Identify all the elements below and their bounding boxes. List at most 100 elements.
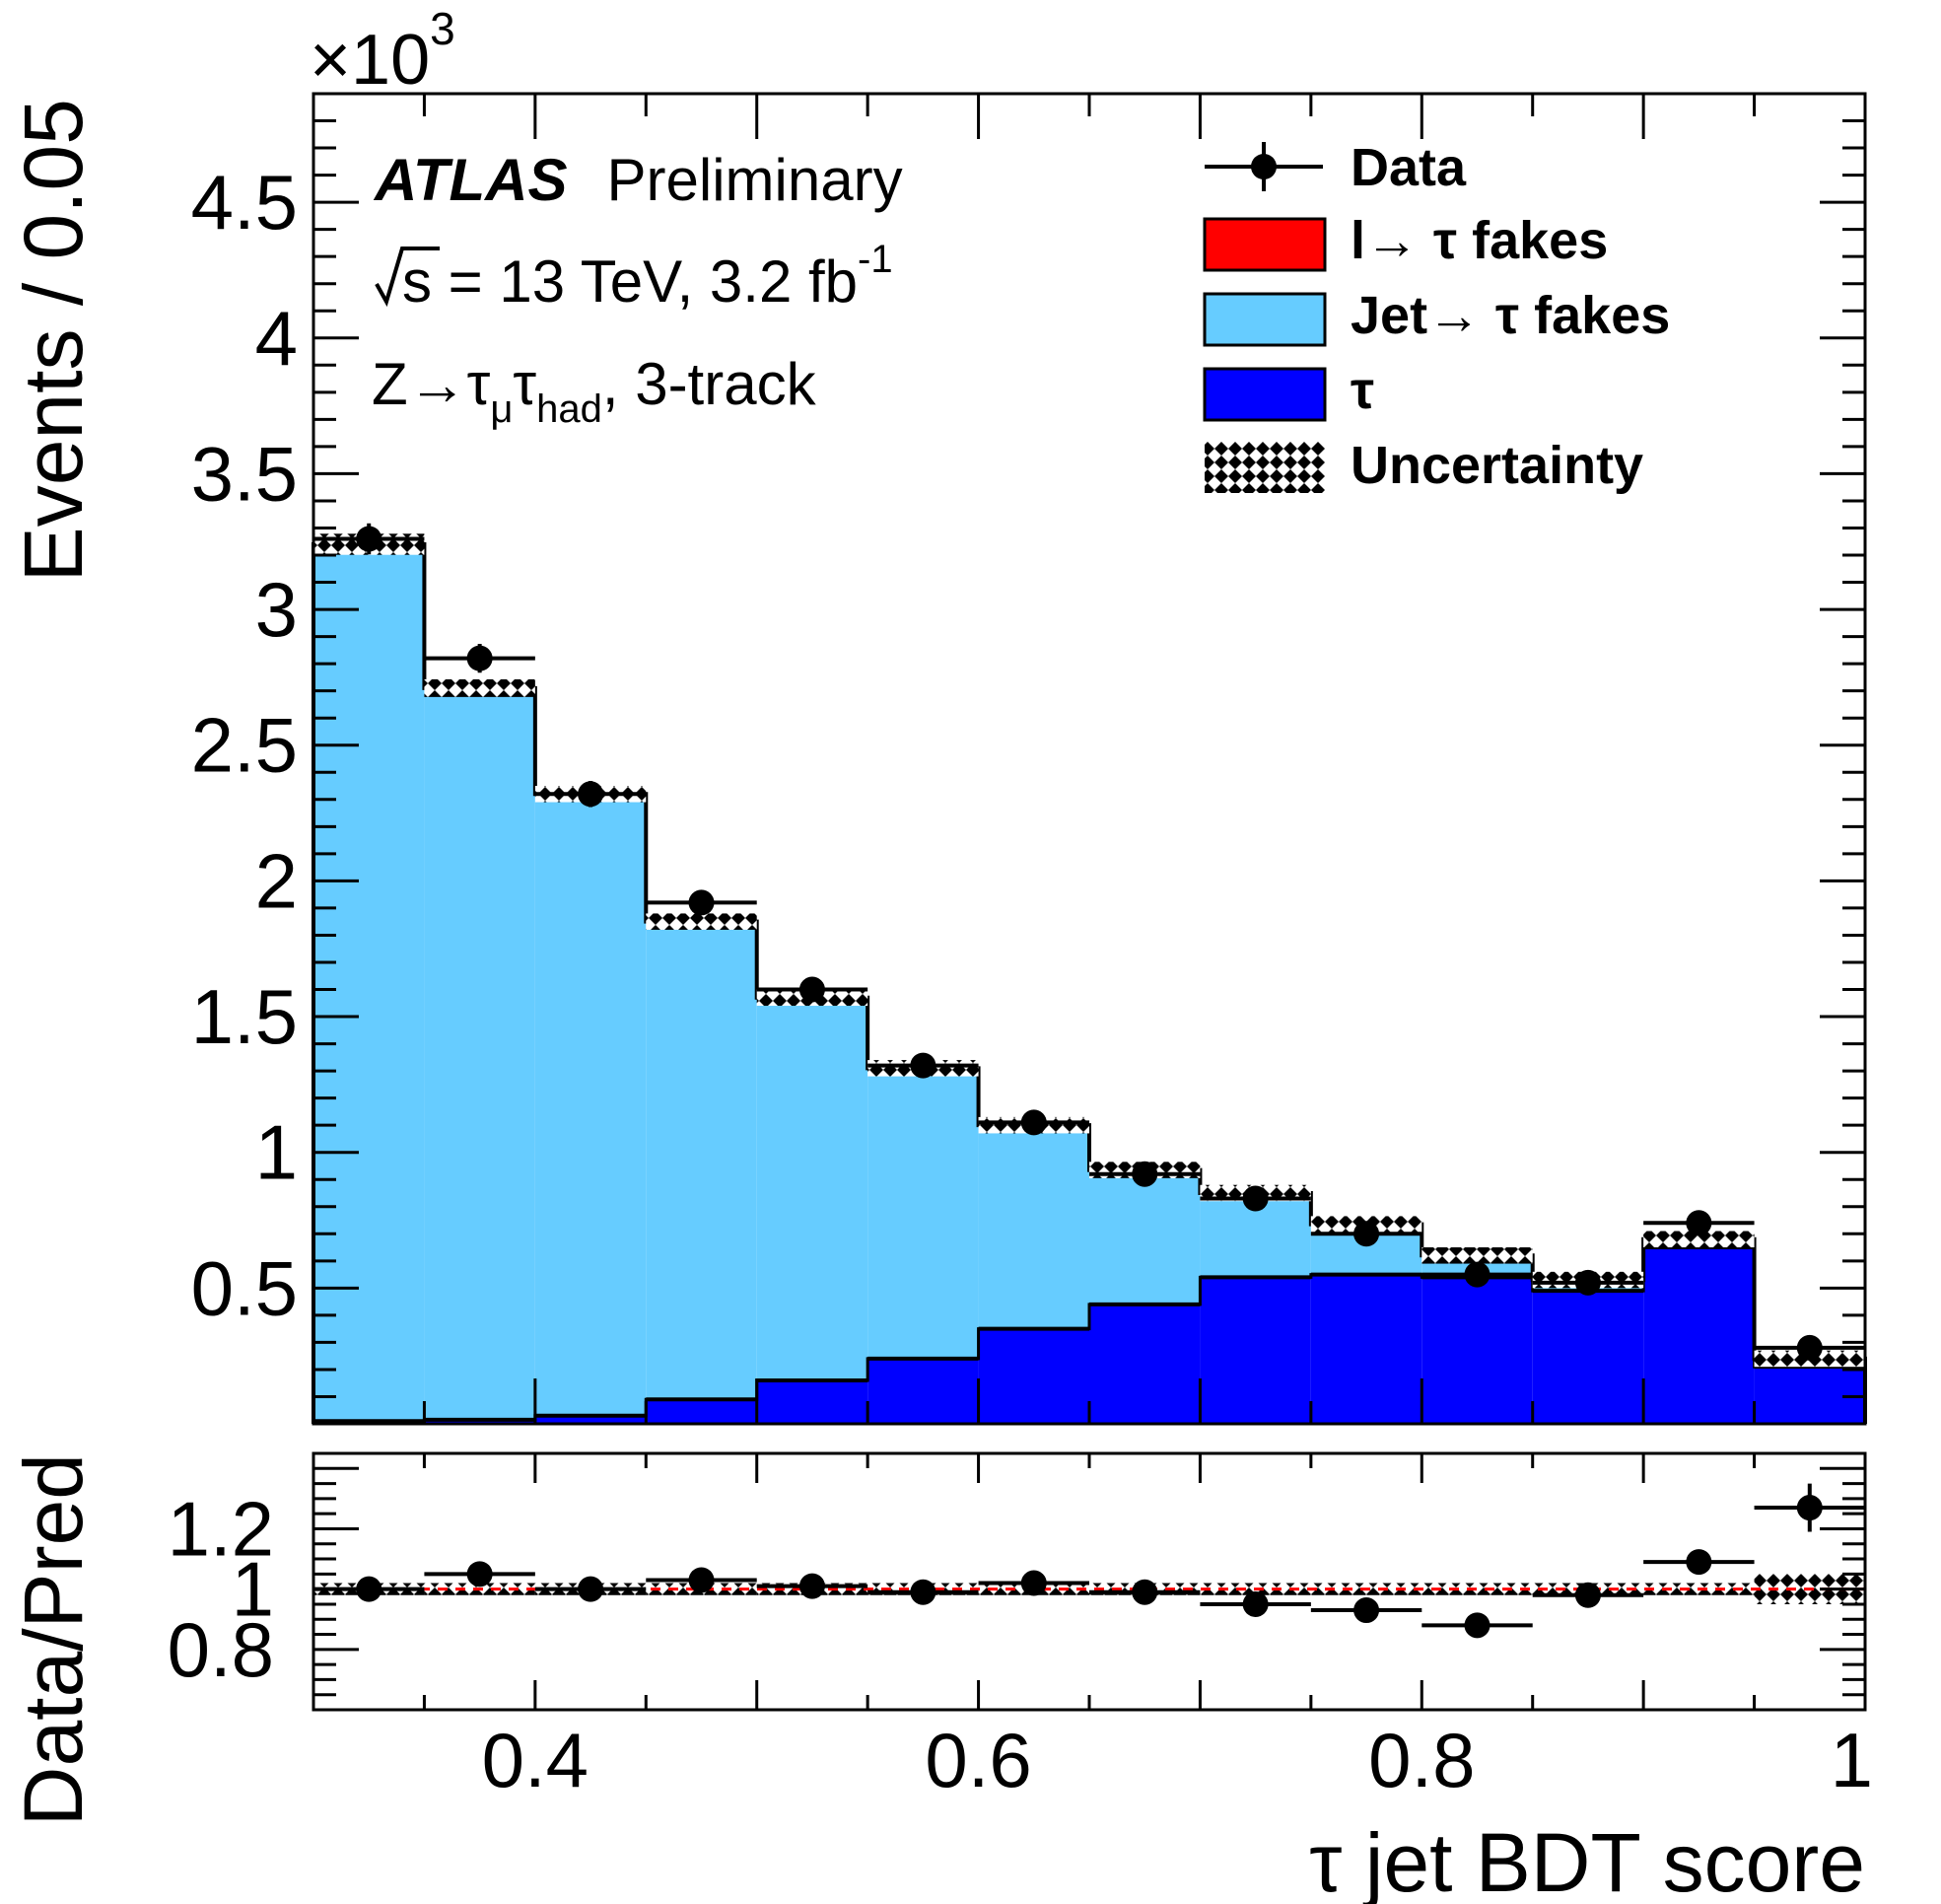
data-point <box>1464 1261 1490 1288</box>
channel-sub-had: had <box>536 388 602 431</box>
channel-end: , 3-track <box>602 351 817 417</box>
ratio-x-tick-label: 0.8 <box>1368 1717 1475 1803</box>
ratio-point <box>1132 1579 1158 1605</box>
ratio-point <box>1796 1495 1823 1521</box>
bar-tau <box>756 1379 868 1424</box>
uncertainty-band <box>1421 1247 1533 1264</box>
ratio-point <box>1464 1612 1490 1639</box>
bar-jet-fakes <box>424 687 535 1419</box>
data-point <box>466 645 493 671</box>
atlas-label: ATLAS Preliminary <box>373 147 903 213</box>
bar-tau <box>1643 1247 1755 1424</box>
main-y-tick-label: 0.5 <box>191 1244 298 1331</box>
legend-entry-tau: τ <box>1203 361 1374 422</box>
data-point <box>1020 1109 1047 1136</box>
multiplier-text: ×10 <box>310 21 430 100</box>
ratio-point <box>910 1579 936 1605</box>
bar-jet-fakes <box>534 794 647 1415</box>
ratio-point <box>578 1576 604 1602</box>
uncertainty-band <box>424 678 535 697</box>
ratio-x-tick-label: 1 <box>1831 1717 1873 1803</box>
bar-tau <box>424 1419 535 1424</box>
bar-tau <box>867 1358 979 1424</box>
main-y-tick-label: 4 <box>255 295 298 382</box>
ratio-point <box>798 1573 825 1599</box>
bar-tau <box>1532 1291 1644 1424</box>
bar-jet-fakes <box>867 1068 979 1358</box>
energy-lumi-text: = 13 TeV, 3.2 fb <box>432 248 858 315</box>
data-point <box>688 889 715 916</box>
bar-jet-fakes <box>1089 1169 1201 1304</box>
bar-tau <box>1310 1274 1422 1424</box>
ratio-x-tick-label: 0.6 <box>925 1717 1031 1803</box>
uncertainty-band <box>1643 1231 1755 1248</box>
data-point <box>798 976 825 1003</box>
data-point <box>1353 1221 1380 1247</box>
legend-entry-lepton-fakes: l→ τ fakes <box>1203 211 1608 272</box>
legend-swatch-jet-fakes <box>1203 292 1327 347</box>
bar-tau <box>978 1328 1089 1424</box>
data-point <box>910 1052 936 1079</box>
data-point <box>356 526 382 552</box>
ratio-data-points <box>313 1483 1865 1639</box>
lumi-exponent: -1 <box>858 238 893 281</box>
ratio-point <box>1686 1549 1712 1576</box>
ratio-point <box>1242 1590 1269 1617</box>
bar-tau <box>1089 1304 1201 1424</box>
main-y-tick-label: 1 <box>255 1109 298 1196</box>
multiplier-label: ×103 <box>310 3 455 100</box>
ratio-uncertainty-segment <box>1421 1583 1533 1595</box>
bar-jet-fakes <box>646 921 757 1398</box>
data-point <box>1686 1210 1712 1236</box>
channel-label: Z→τμτhad, 3-track <box>372 351 817 431</box>
legend-label-tau: τ <box>1351 361 1374 420</box>
multiplier-exponent: 3 <box>430 3 455 54</box>
ratio-x-ticks: 0.4 0.6 0.8 1 <box>312 1453 1873 1803</box>
main-y-tick-label: 3 <box>255 566 298 653</box>
channel-main: Z→τ <box>372 351 491 417</box>
legend-entry-data: Data <box>1205 138 1467 197</box>
main-y-tick-label: 1.5 <box>191 973 298 1060</box>
data-point <box>1132 1161 1158 1187</box>
legend-swatch-uncertainty <box>1205 442 1325 493</box>
legend-entry-jet-fakes: Jet→ τ fakes <box>1203 286 1670 347</box>
main-y-ticks: 0.5 1 1.5 2 2.5 3 3.5 4 4.5 <box>191 92 1865 1426</box>
data-point <box>1574 1269 1601 1296</box>
ratio-point <box>688 1567 715 1593</box>
legend-swatch-lepton-fakes <box>1203 217 1327 272</box>
bar-jet-fakes <box>756 997 868 1379</box>
ratio-y-ticks: 0.811.2 <box>168 1451 1865 1712</box>
svg-text:s = 13 TeV, 3.2 fb-1: s = 13 TeV, 3.2 fb-1 <box>402 238 893 315</box>
ratio-point <box>1574 1582 1601 1608</box>
x-axis-title: τ jet BDT score <box>1309 1816 1865 1904</box>
bar-tau <box>646 1399 757 1424</box>
ratio-y-tick-label: 1 <box>232 1546 274 1633</box>
legend-label-data: Data <box>1351 138 1467 197</box>
channel-sub-mu: μ <box>490 388 513 431</box>
bar-jet-fakes <box>978 1125 1089 1328</box>
bar-tau <box>534 1415 647 1424</box>
bar-tau <box>1421 1277 1533 1424</box>
sqrt-s-text: s <box>402 248 432 315</box>
atlas-experiment: ATLAS <box>373 147 568 213</box>
main-stack <box>312 542 1867 1424</box>
channel-mid: τ <box>513 351 536 417</box>
legend: Data l→ τ fakes Jet→ τ fakes τ Uncertain… <box>1203 138 1670 495</box>
ratio-point <box>466 1561 493 1587</box>
ratio-y-tick-label: 0.8 <box>168 1606 274 1693</box>
ratio-y-tick-label: 1.2 <box>168 1485 274 1572</box>
legend-label-uncertainty: Uncertainty <box>1351 436 1643 495</box>
main-y-axis-title: Events / 0.05 <box>7 99 100 582</box>
data-point <box>1242 1185 1269 1212</box>
main-y-tick-label: 4.5 <box>191 159 298 246</box>
main-y-tick-label: 2 <box>255 837 298 924</box>
data-point <box>578 781 604 808</box>
sqrt-icon <box>375 247 440 308</box>
main-data-points <box>313 523 1865 1361</box>
ratio-plot: 0.811.2 0.4 0.6 0.8 1 Data/Pred τ jet BDT s… <box>7 1451 1873 1904</box>
data-point <box>1796 1334 1823 1361</box>
legend-label-jet-fakes: Jet→ τ fakes <box>1351 286 1670 345</box>
ratio-point <box>356 1576 382 1602</box>
